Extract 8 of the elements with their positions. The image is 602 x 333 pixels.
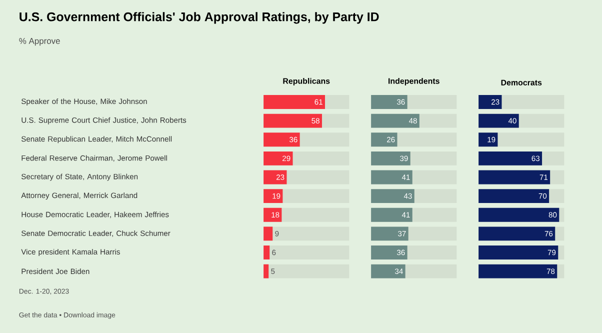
chart-title: U.S. Government Officials' Job Approval Ratings, by Party ID — [20, 12, 379, 24]
bar — [264, 245, 270, 260]
bar — [264, 208, 282, 222]
bar — [264, 264, 269, 278]
bar — [264, 226, 273, 240]
bar — [478, 132, 498, 146]
bar — [264, 188, 283, 203]
text: % Approve — [19, 38, 60, 46]
